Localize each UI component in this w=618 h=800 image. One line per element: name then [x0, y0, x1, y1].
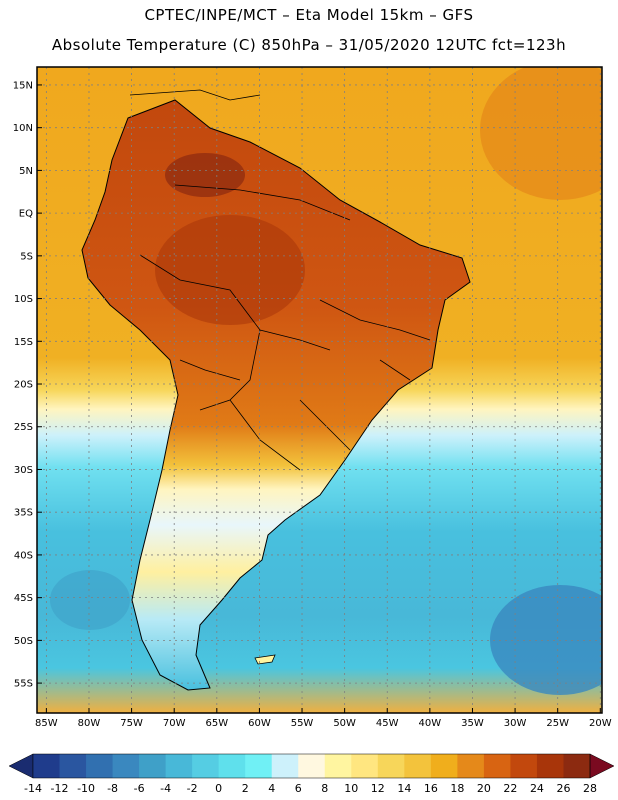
- colorbar-swatch: [139, 754, 167, 778]
- lat-label: 55S: [14, 679, 33, 690]
- hot-core-amazon: [155, 215, 305, 325]
- colorbar-label: 0: [215, 782, 222, 795]
- colorbar-label: 12: [371, 782, 385, 795]
- lon-label: 25W: [546, 718, 569, 729]
- colorbar-swatch: [33, 754, 61, 778]
- colorbar-label: -14: [24, 782, 42, 795]
- lon-label: 70W: [163, 718, 186, 729]
- cold-core-south-atlantic: [490, 585, 602, 695]
- latitude-labels: 15N 10N 5N EQ 5S 10S 15S 20S 25S 30S 35S 40S 45S 50S 5…: [13, 80, 42, 690]
- colorbar-swatch: [112, 754, 140, 778]
- falkland-islands: [254, 654, 276, 665]
- title-line-2: Absolute Temperature (C) 850hPa – 31/05/…: [51, 36, 567, 54]
- colorbar-label: 14: [397, 782, 411, 795]
- longitude-labels: 85W 80W 75W 70W 65W 60W 55W 50W 45W 40W 35W 30W 25W 2…: [35, 708, 612, 729]
- colorbar-label: -12: [51, 782, 69, 795]
- lon-label: 85W: [35, 718, 58, 729]
- lat-label: 30S: [14, 465, 33, 476]
- lat-label: 40S: [14, 550, 33, 561]
- colorbar-label: 4: [268, 782, 275, 795]
- colorbar-swatch: [563, 754, 591, 778]
- colorbar-label: 16: [424, 782, 438, 795]
- colorbar-swatch: [165, 754, 193, 778]
- caribbean-coast: [129, 89, 261, 101]
- colorbar-swatch: [430, 754, 458, 778]
- colorbar-swatch: [404, 754, 432, 778]
- colorbar-label: -6: [134, 782, 145, 795]
- colorbar-swatch: [245, 754, 273, 778]
- lon-label: 20W: [589, 718, 612, 729]
- colorbar-swatch: [298, 754, 326, 778]
- lon-label: 35W: [461, 718, 484, 729]
- colorbar-swatch: [510, 754, 538, 778]
- lat-label: 5N: [19, 166, 33, 177]
- colorbar-label: -8: [107, 782, 118, 795]
- lat-label: 25S: [14, 422, 33, 433]
- temperature-field: [37, 67, 602, 713]
- colorbar-label: 2: [242, 782, 249, 795]
- warm-core-atlantic: [480, 67, 602, 200]
- colorbar-label: 6: [295, 782, 302, 795]
- hot-core-venezuela: [165, 153, 245, 197]
- lat-label: 10S: [14, 294, 33, 305]
- colorbar-swatch: [218, 754, 246, 778]
- graticule-grid: [37, 67, 602, 713]
- colorbar-high-arrow: [589, 753, 615, 779]
- colorbar-label: 8: [321, 782, 328, 795]
- lon-label: 55W: [291, 718, 314, 729]
- lon-label: 80W: [78, 718, 101, 729]
- colorbar-label: 22: [503, 782, 517, 795]
- colorbar-low-arrow: [8, 753, 34, 779]
- colorbar-swatch: [536, 754, 564, 778]
- colorbar-swatch: [351, 754, 379, 778]
- colorbar-swatch: [59, 754, 87, 778]
- lon-label: 30W: [504, 718, 527, 729]
- lat-label: EQ: [19, 209, 33, 220]
- cold-core-pacific: [50, 570, 130, 630]
- colorbar-label: 24: [530, 782, 544, 795]
- colorbar-label: 26: [556, 782, 570, 795]
- lat-label: 5S: [20, 251, 33, 262]
- lon-label: 50W: [333, 718, 356, 729]
- lat-label: 10N: [13, 123, 33, 134]
- lat-label: 15S: [14, 337, 33, 348]
- lat-label: 50S: [14, 636, 33, 647]
- lon-label: 60W: [248, 718, 271, 729]
- lon-label: 75W: [120, 718, 143, 729]
- map-frame: [36, 66, 603, 714]
- colorbar-swatch: [377, 754, 405, 778]
- colorbar-label: -10: [77, 782, 95, 795]
- colorbar-frame: [32, 753, 591, 779]
- colorbar-swatch: [457, 754, 485, 778]
- colorbar-label: -4: [160, 782, 171, 795]
- colorbar-label: 28: [583, 782, 597, 795]
- title-line-1: CPTEC/INPE/MCT – Eta Model 15km – GFS: [144, 6, 474, 24]
- colorbar-swatch: [483, 754, 511, 778]
- lon-label: 40W: [419, 718, 442, 729]
- colorbar-label: 18: [450, 782, 464, 795]
- colorbar-swatch: [192, 754, 220, 778]
- lat-label: 15N: [13, 80, 33, 91]
- lat-label: 20S: [14, 380, 33, 391]
- colorbar-swatch: [271, 754, 299, 778]
- colorbar: -14 -12 -10 -8 -6 -4 -2 0 2 4 6 8 10 12 14 16 18 20 22 24 26…: [8, 753, 615, 795]
- colorbar-label: 10: [344, 782, 358, 795]
- lat-label: 35S: [14, 508, 33, 519]
- colorbar-label: 20: [477, 782, 491, 795]
- lon-label: 65W: [205, 718, 228, 729]
- colorbar-label: -2: [187, 782, 198, 795]
- lon-label: 45W: [376, 718, 399, 729]
- colorbar-swatch: [86, 754, 114, 778]
- country-borders: [139, 184, 431, 471]
- colorbar-swatch: [324, 754, 352, 778]
- lat-label: 45S: [14, 593, 33, 604]
